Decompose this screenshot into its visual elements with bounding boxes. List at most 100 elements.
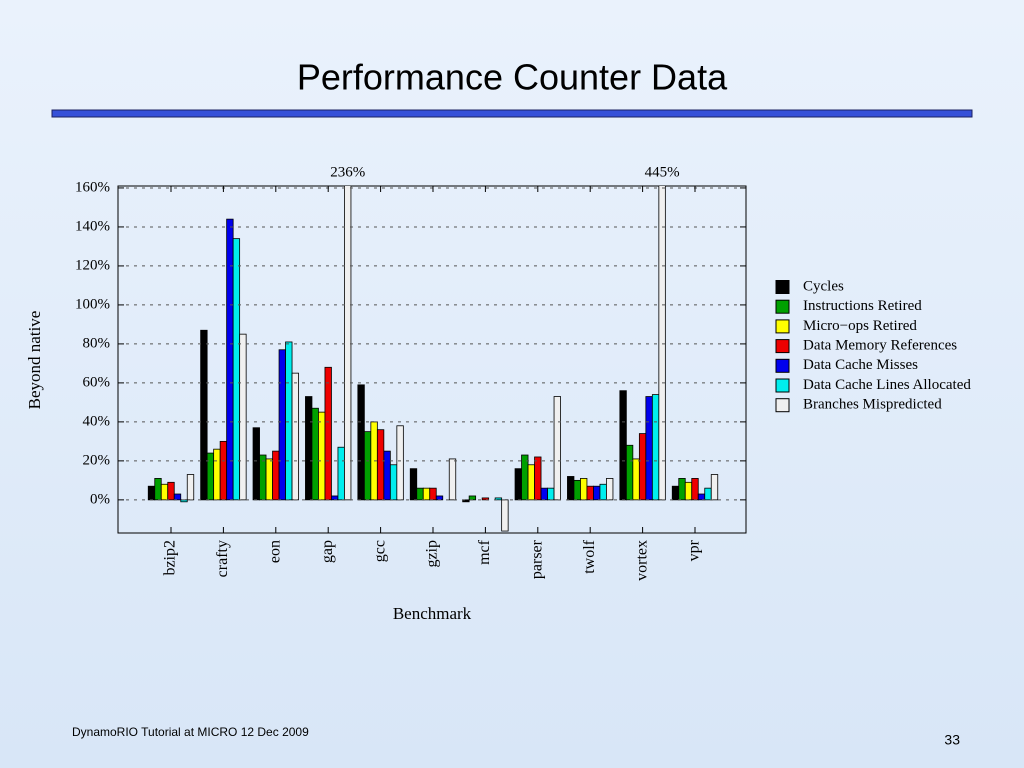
bar <box>389 464 398 501</box>
bar <box>167 481 175 501</box>
x-tick-label: crafty <box>214 540 231 577</box>
bar <box>259 454 267 501</box>
bar <box>651 394 660 501</box>
bar <box>710 474 719 501</box>
title-rule <box>51 109 973 118</box>
x-tick-label: gzip <box>424 540 441 568</box>
bar <box>239 333 247 501</box>
bar <box>619 390 627 501</box>
legend-swatch <box>775 378 790 393</box>
value-label: 445% <box>645 164 680 180</box>
bar <box>200 329 208 501</box>
bar <box>219 440 228 501</box>
y-tick-label: 120% <box>75 257 110 273</box>
bar <box>468 495 477 501</box>
bar <box>448 458 457 501</box>
bar <box>376 429 385 501</box>
bar <box>324 366 332 501</box>
bar <box>396 425 404 501</box>
bar <box>481 497 490 501</box>
x-tick-label: twolf <box>581 539 598 573</box>
bar <box>638 433 647 501</box>
x-axis-label: Benchmark <box>393 604 472 623</box>
bar <box>632 458 640 501</box>
y-tick-label: 0% <box>90 491 110 507</box>
bar <box>697 493 706 501</box>
bar <box>580 478 588 501</box>
legend-swatch <box>775 280 790 294</box>
legend-label: Data Cache Misses <box>803 357 918 373</box>
bar <box>291 372 299 501</box>
y-tick-label: 20% <box>83 452 111 468</box>
x-tick-label: parser <box>528 539 545 579</box>
bar <box>527 464 535 501</box>
bar <box>684 481 693 501</box>
bar <box>501 499 509 532</box>
bar <box>586 485 594 501</box>
bar <box>435 495 444 501</box>
bar <box>331 495 339 501</box>
slide-title: Performance Counter Data <box>297 57 728 98</box>
bar <box>429 487 437 501</box>
bar <box>409 468 418 501</box>
bar <box>514 468 522 501</box>
bar <box>344 186 352 501</box>
bar <box>521 454 529 501</box>
bar <box>173 493 182 501</box>
x-tick-label: gap <box>319 540 336 563</box>
bar <box>547 487 555 501</box>
legend-swatch <box>775 339 790 354</box>
y-axis-label: Beyond native <box>25 311 44 410</box>
bar <box>553 396 561 501</box>
bar <box>265 458 273 501</box>
bar <box>160 483 169 501</box>
bar <box>285 341 293 501</box>
legend-swatch <box>775 358 790 373</box>
bar <box>462 499 470 503</box>
bar <box>305 396 313 501</box>
bar <box>573 479 581 501</box>
value-label: 236% <box>330 164 365 180</box>
bar <box>593 485 601 501</box>
y-tick-label: 60% <box>83 374 111 390</box>
y-tick-label: 160% <box>75 179 110 195</box>
legend-label: Data Cache Lines Allocated <box>803 377 971 393</box>
y-tick-label: 80% <box>83 335 111 351</box>
bar <box>252 427 260 501</box>
bar <box>272 450 280 501</box>
bar <box>337 446 345 501</box>
page-number: 33 <box>944 732 960 748</box>
bar <box>494 497 503 501</box>
legend-swatch <box>775 319 790 334</box>
bar <box>213 448 221 501</box>
legend-label: Instructions Retired <box>803 298 922 314</box>
legend-label: Branches Mispredicted <box>803 397 942 413</box>
x-tick-label: bzip2 <box>162 540 179 576</box>
bar <box>154 478 162 501</box>
bar <box>534 456 542 501</box>
y-tick-label: 140% <box>75 218 110 234</box>
bar <box>645 396 653 501</box>
bar <box>422 487 431 501</box>
bar <box>678 478 686 501</box>
legend-label: Cycles <box>803 278 844 294</box>
y-tick-label: 100% <box>75 296 110 312</box>
bar <box>318 411 326 501</box>
footer: DynamoRIO Tutorial at MICRO 12 Dec 2009 <box>72 725 309 739</box>
bar <box>567 476 575 501</box>
bar <box>363 431 372 501</box>
x-tick-label: vortex <box>633 540 650 581</box>
bar <box>691 478 699 501</box>
bar <box>147 485 156 501</box>
plot-frame <box>117 185 747 534</box>
bar <box>278 349 286 501</box>
bar <box>671 485 680 501</box>
legend-swatch <box>775 299 790 314</box>
bar <box>625 444 634 501</box>
bar <box>383 450 391 501</box>
bar <box>606 478 614 501</box>
bar <box>206 452 215 501</box>
x-tick-label: mcf <box>476 539 493 565</box>
bar <box>704 487 712 501</box>
